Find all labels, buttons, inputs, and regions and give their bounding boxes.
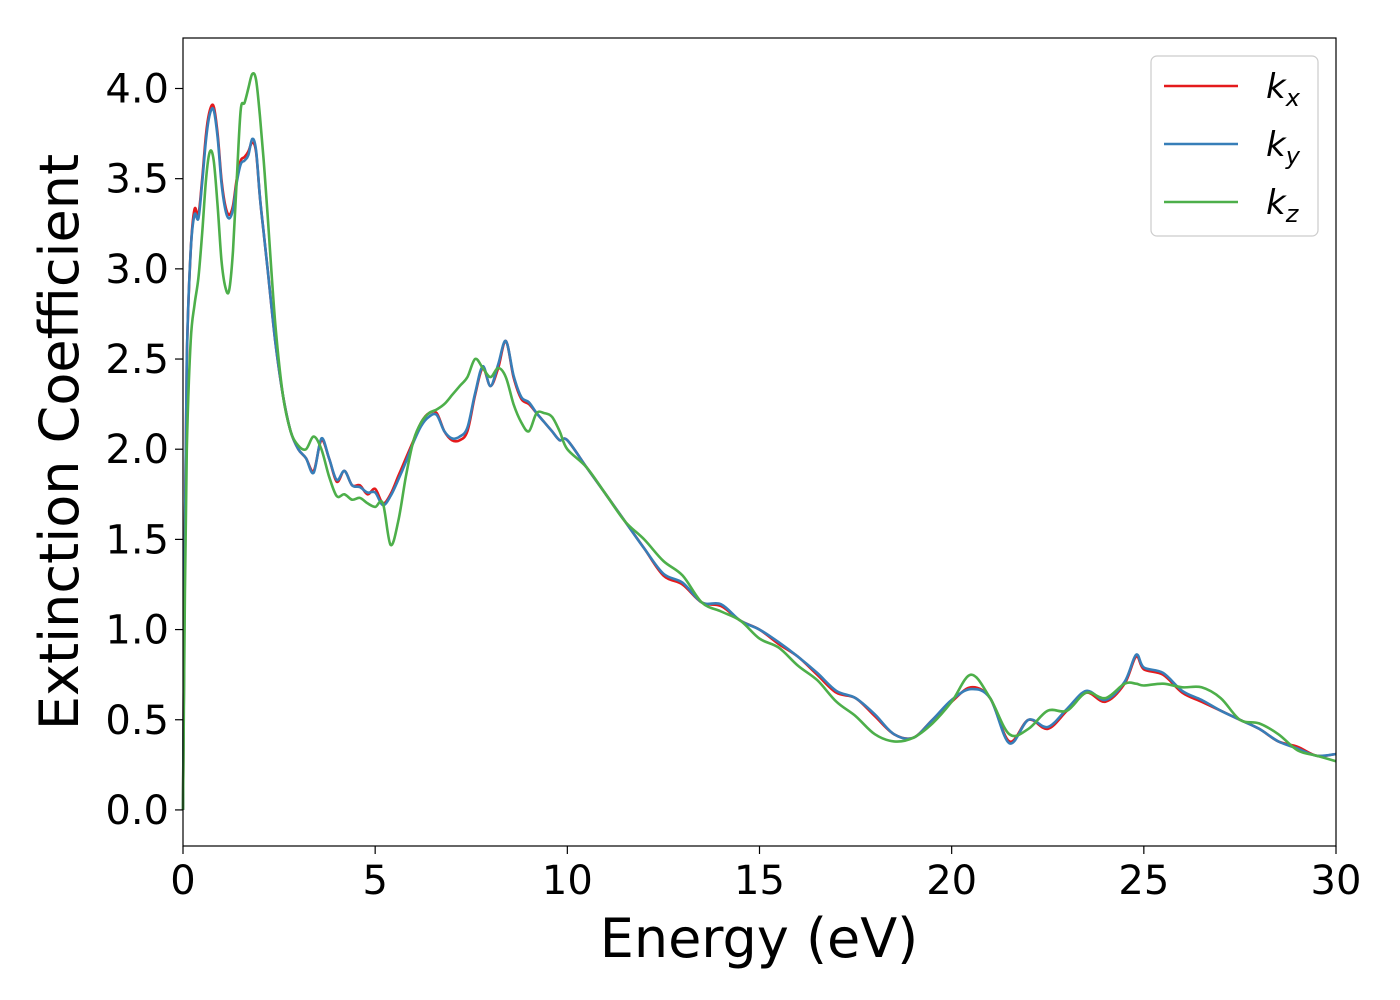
y-axis-label: Extinction Coefficient xyxy=(28,154,91,730)
y-tick-label: 3.0 xyxy=(105,247,169,293)
legend-label-kz: kz xyxy=(1266,183,1300,228)
plot-area xyxy=(183,38,1336,846)
x-tick-label: 15 xyxy=(734,858,785,904)
series-layer xyxy=(181,72,1337,810)
x-tick-label: 10 xyxy=(542,858,593,904)
y-tick-label: 3.5 xyxy=(105,157,169,203)
series-line-kz xyxy=(181,72,1337,810)
y-tick-label: 1.5 xyxy=(105,517,169,563)
y-tick-label: 1.0 xyxy=(105,608,169,654)
y-axis-ticks: 0.0 0.5 1.0 1.5 2.0 2.5 3.0 3.5 4.0 xyxy=(105,67,183,834)
x-tick-label: 25 xyxy=(1118,858,1169,904)
x-tick-label: 5 xyxy=(362,858,387,904)
y-tick-label: 2.5 xyxy=(105,337,169,383)
legend-label-subscript: z xyxy=(1285,200,1300,228)
legend-label-ky: ky xyxy=(1266,125,1301,170)
x-axis-label: Energy (eV) xyxy=(600,907,919,970)
x-tick-label: 0 xyxy=(170,858,195,904)
legend-label-kx: kx xyxy=(1266,67,1301,112)
legend-label-base: k xyxy=(1266,125,1287,165)
legend-label-base: k xyxy=(1266,183,1287,223)
legend-label-subscript: y xyxy=(1285,142,1301,170)
legend-box xyxy=(1150,55,1319,237)
x-axis-ticks: 0 5 10 15 20 25 30 xyxy=(170,846,1361,904)
x-tick-label: 20 xyxy=(926,858,977,904)
legend-label-subscript: x xyxy=(1285,84,1301,112)
y-tick-label: 4.0 xyxy=(105,67,169,113)
y-tick-label: 2.0 xyxy=(105,427,169,473)
legend-label-base: k xyxy=(1266,67,1287,107)
y-tick-label: 0.0 xyxy=(105,788,169,834)
series-line-ky xyxy=(181,106,1337,810)
y-tick-label: 0.5 xyxy=(105,698,169,744)
x-tick-label: 30 xyxy=(1311,858,1362,904)
